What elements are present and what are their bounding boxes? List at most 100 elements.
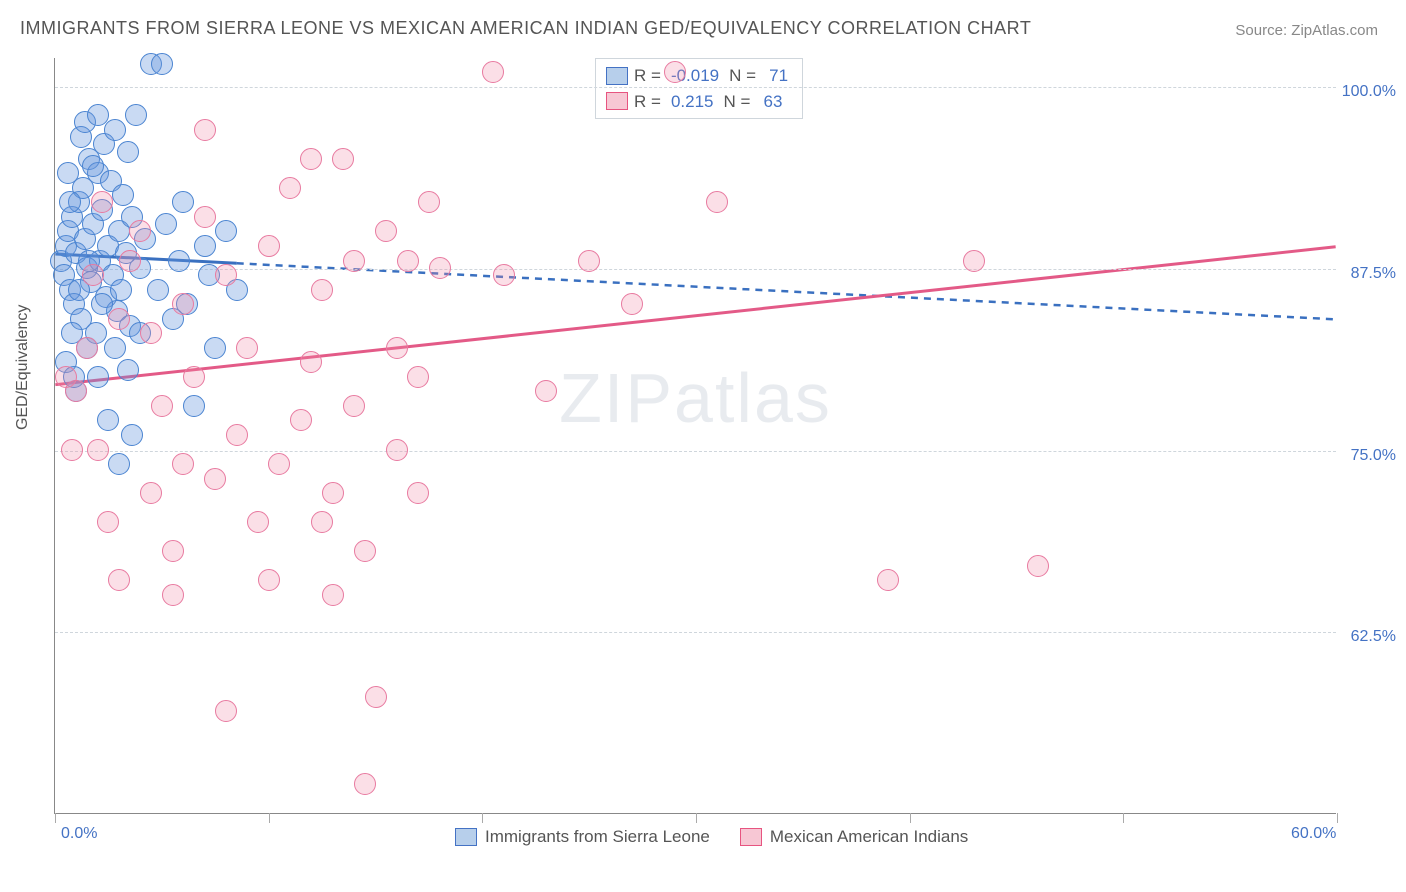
data-point (121, 424, 143, 446)
data-point (877, 569, 899, 591)
legend-r-label: R = (634, 63, 661, 89)
legend-swatch (455, 828, 477, 846)
legend-series-item: Mexican American Indians (740, 827, 968, 847)
data-point (258, 235, 280, 257)
gridline-horizontal (55, 269, 1336, 270)
data-point (151, 395, 173, 417)
data-point (215, 220, 237, 242)
trend-line-solid (55, 247, 1335, 385)
legend-r-value: 0.215 (667, 89, 718, 115)
data-point (82, 264, 104, 286)
data-point (290, 409, 312, 431)
data-point (140, 322, 162, 344)
data-point (407, 366, 429, 388)
source-credit: Source: ZipAtlas.com (1235, 22, 1378, 39)
plot-area: ZIPatlas R =-0.019N =71R =0.215N =63 Imm… (54, 58, 1336, 814)
legend-swatch (606, 67, 628, 85)
data-point (268, 453, 290, 475)
x-tick-label: 0.0% (61, 825, 97, 843)
legend-series-item: Immigrants from Sierra Leone (455, 827, 710, 847)
data-point (183, 366, 205, 388)
data-point (365, 686, 387, 708)
data-point (183, 395, 205, 417)
data-point (1027, 555, 1049, 577)
data-point (151, 53, 173, 75)
legend-swatch (606, 92, 628, 110)
data-point (386, 337, 408, 359)
data-point (59, 191, 81, 213)
watermark-bold: ZIP (559, 359, 674, 437)
data-point (236, 337, 258, 359)
data-point (57, 162, 79, 184)
data-point (129, 220, 151, 242)
data-point (104, 337, 126, 359)
y-tick-label: 87.5% (1351, 265, 1396, 283)
data-point (621, 293, 643, 315)
data-point (147, 279, 169, 301)
data-point (332, 148, 354, 170)
data-point (311, 279, 333, 301)
data-point (578, 250, 600, 272)
data-point (204, 337, 226, 359)
data-point (87, 439, 109, 461)
x-tick (1123, 813, 1124, 823)
x-tick (269, 813, 270, 823)
legend-swatch (740, 828, 762, 846)
data-point (322, 482, 344, 504)
data-point (172, 191, 194, 213)
legend-correlation-row: R =0.215N =63 (606, 89, 792, 115)
data-point (82, 155, 104, 177)
data-point (172, 453, 194, 475)
legend-r-label: R = (634, 89, 661, 115)
data-point (343, 395, 365, 417)
source-label: Source: (1235, 22, 1287, 39)
data-point (162, 540, 184, 562)
data-point (215, 700, 237, 722)
legend-correlation-row: R =-0.019N =71 (606, 63, 792, 89)
data-point (354, 540, 376, 562)
data-point (482, 61, 504, 83)
y-tick-label: 100.0% (1342, 83, 1396, 101)
legend-n-value: 63 (756, 89, 786, 115)
data-point (194, 119, 216, 141)
legend-n-value: 71 (762, 63, 792, 89)
data-point (343, 250, 365, 272)
data-point (204, 468, 226, 490)
data-point (963, 250, 985, 272)
y-tick-label: 62.5% (1351, 628, 1396, 646)
data-point (125, 104, 147, 126)
data-point (258, 569, 280, 591)
data-point (119, 250, 141, 272)
gridline-horizontal (55, 87, 1336, 88)
legend-n-label: N = (723, 89, 750, 115)
data-point (407, 482, 429, 504)
data-point (76, 337, 98, 359)
data-point (535, 380, 557, 402)
data-point (97, 409, 119, 431)
data-point (87, 366, 109, 388)
data-point (108, 569, 130, 591)
data-point (61, 439, 83, 461)
x-tick (910, 813, 911, 823)
y-axis-title: GED/Equivalency (14, 305, 32, 430)
data-point (429, 257, 451, 279)
data-point (311, 511, 333, 533)
data-point (155, 213, 177, 235)
x-tick-label: 60.0% (1291, 825, 1336, 843)
y-tick-label: 75.0% (1351, 447, 1396, 465)
gridline-horizontal (55, 451, 1336, 452)
data-point (194, 235, 216, 257)
data-point (664, 61, 686, 83)
source-value: ZipAtlas.com (1291, 22, 1378, 39)
data-point (706, 191, 728, 213)
legend-series-label: Mexican American Indians (770, 827, 968, 847)
data-point (91, 191, 113, 213)
data-point (172, 293, 194, 315)
data-point (104, 119, 126, 141)
trend-line-dashed (237, 263, 1336, 319)
data-point (194, 206, 216, 228)
data-point (215, 264, 237, 286)
data-point (110, 279, 132, 301)
chart-title: IMMIGRANTS FROM SIERRA LEONE VS MEXICAN … (20, 18, 1031, 39)
data-point (117, 141, 139, 163)
